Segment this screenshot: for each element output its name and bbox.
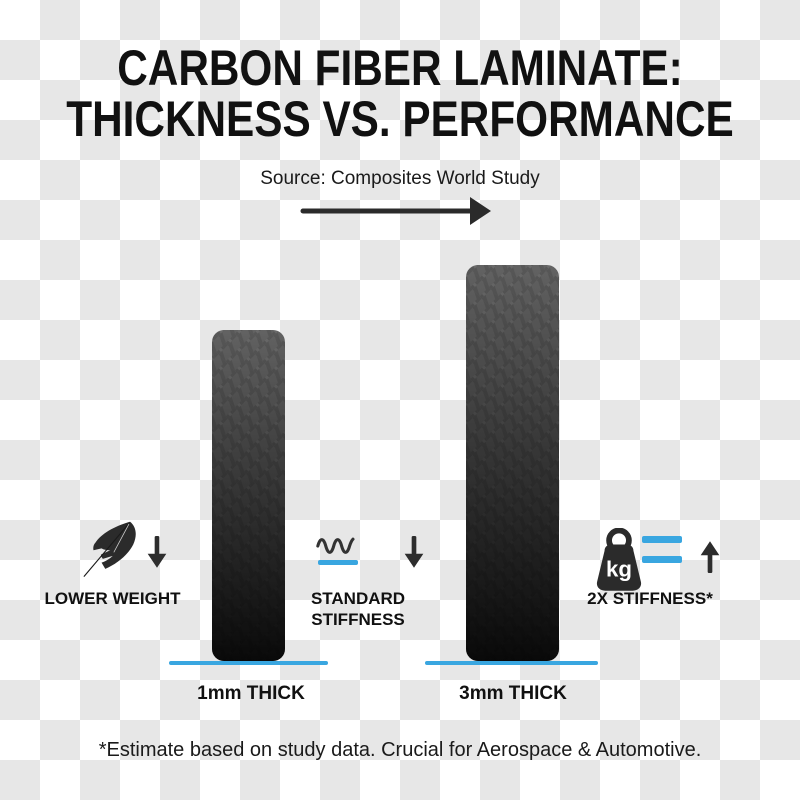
svg-text:kg: kg xyxy=(606,557,632,582)
